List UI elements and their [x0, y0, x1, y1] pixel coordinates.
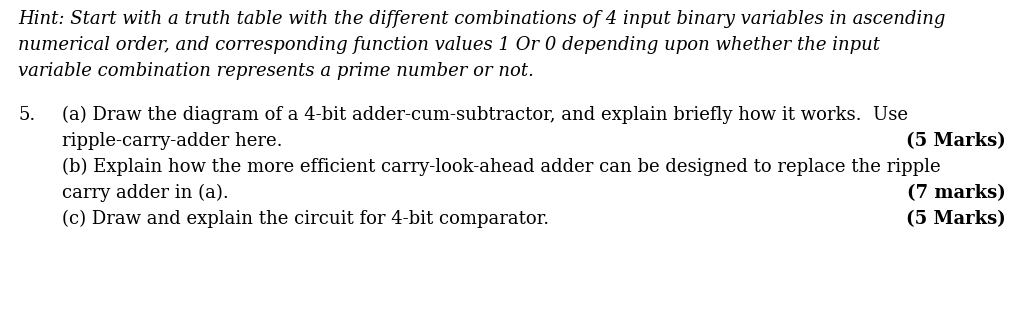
Text: (b) Explain how the more efficient carry-look-ahead adder can be designed to rep: (b) Explain how the more efficient carry… [62, 158, 941, 176]
Text: variable combination represents a prime number or not.: variable combination represents a prime … [18, 62, 534, 80]
Text: (c) Draw and explain the circuit for 4-bit comparator.: (c) Draw and explain the circuit for 4-b… [62, 210, 549, 228]
Text: (7 marks): (7 marks) [907, 184, 1006, 202]
Text: Hint: Start with a truth table with the different combinations of 4 input binary: Hint: Start with a truth table with the … [18, 10, 945, 28]
Text: (5 Marks): (5 Marks) [906, 210, 1006, 228]
Text: carry adder in (a).: carry adder in (a). [62, 184, 228, 202]
Text: (5 Marks): (5 Marks) [906, 132, 1006, 150]
Text: 5.: 5. [18, 106, 35, 124]
Text: (a) Draw the diagram of a 4-bit adder-cum-subtractor, and explain briefly how it: (a) Draw the diagram of a 4-bit adder-cu… [62, 106, 908, 124]
Text: numerical order, and corresponding function values 1 Or 0 depending upon whether: numerical order, and corresponding funct… [18, 36, 880, 54]
Text: ripple-carry-adder here.: ripple-carry-adder here. [62, 132, 283, 150]
